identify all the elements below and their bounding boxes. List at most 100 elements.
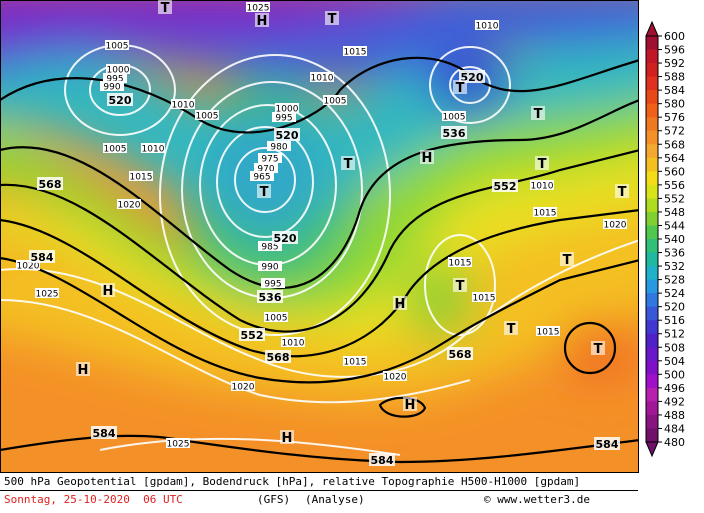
pressure-label-bg [103,143,127,153]
map-border [0,0,639,473]
pressure-label: 1010 [142,145,165,155]
geopotential-label: 568 [267,351,290,364]
colorbar-segment [646,49,658,64]
colorbar-label: 500 [664,368,685,381]
colorbar-label: 548 [664,206,685,219]
center-marker-bg [453,80,467,94]
pressure-label: 1010 [172,101,195,111]
pressure-label-bg [106,64,130,74]
pressure-label-bg [250,171,274,181]
center-marker-bg [101,283,115,297]
pressure-center: T [161,1,170,16]
pressure-label-bg [472,292,496,302]
center-marker-bg [615,184,629,198]
pressure-label: 995 [275,114,292,124]
pressure-label: 975 [261,155,278,165]
pressure-label-bg [103,73,127,83]
pressure-label: 1015 [537,328,560,338]
colorbar-segment [646,76,658,91]
pressure-label-bg [530,180,554,190]
colorbar-segment [646,171,658,186]
pressure-label-bg [195,110,219,120]
pressure-label-bg [258,153,282,163]
pressure-label-bg [141,143,165,153]
center-marker-bg [158,0,172,14]
field [0,0,638,472]
pressure-label: 1025 [36,290,59,300]
pressure-label-bg [105,40,129,50]
colorbar-label: 600 [664,30,685,43]
colorbar-segment [646,266,658,281]
colorbar-segment [646,36,658,51]
geopotential-label-bg [257,290,283,303]
pressure-label-bg [533,207,557,217]
pressure-center: T [344,157,353,172]
colorbar-label: 516 [664,314,685,327]
colorbar-label: 560 [664,165,685,178]
colorbar-segment [646,184,658,199]
colorbar-segment [646,211,658,226]
colorbar-segment [646,414,658,429]
pressure-label-bg [343,46,367,56]
pressure-label: 1000 [276,105,299,115]
pressure-label: 1020 [17,262,40,272]
geopotential-label-bg [447,347,473,360]
pressure-center: H [405,398,416,413]
pressure-center: H [78,363,89,378]
pressure-label-bg [343,356,367,366]
geopotential-label: 584 [371,454,394,467]
pressure-label: 1015 [344,358,367,368]
pressure-center: T [594,342,603,357]
pressure-label: 1025 [167,440,190,450]
pressure-label-bg [35,288,59,298]
geopotential-label-bg [369,453,395,466]
isobars [0,44,638,456]
colorbar-label: 568 [664,138,685,151]
pressure-center: T [534,107,543,122]
pressure-label: 995 [264,280,281,290]
pressure-label: 1020 [604,221,627,231]
geopotential-label: 584 [93,427,116,440]
pressure-label: 1005 [104,145,127,155]
colorbar-segment [646,347,658,362]
colorbar-label: 496 [664,382,685,395]
footer-source: © www.wetter3.de [484,493,590,506]
pressure-label: 990 [261,263,278,273]
colorbar-label: 512 [664,328,685,341]
center-marker-bg [403,397,417,411]
geopotential-label: 568 [39,178,62,191]
pressure-label: 1025 [247,4,270,14]
colorbar-label: 532 [664,260,685,273]
geopotential-label-bg [265,350,291,363]
footer-model: (GFS) [257,493,291,506]
center-marker-bg [535,156,549,170]
center-marker-bg [280,430,294,444]
pressure-label-bg [246,2,270,12]
colorbar-label: 596 [664,44,685,57]
pressure-label: 985 [261,243,278,253]
pressure-label: 1010 [531,182,554,192]
center-marker-bg [591,341,605,355]
pressure-label: 1015 [534,209,557,219]
colorbar-label: 576 [664,111,685,124]
geopotential-label-bg [441,126,467,139]
colorbar-tip [645,441,659,458]
pressure-label-bg [264,312,288,322]
geopotential-label: 568 [449,348,472,361]
geopotential-label: 552 [494,180,517,193]
pressure-center: H [257,14,268,29]
pressure-label: 995 [106,75,123,85]
pressure-center: T [456,81,465,96]
center-marker-bg [257,184,271,198]
colorbar-segment [646,90,658,105]
geopotential-label: 584 [31,251,54,264]
geopotential-label-bg [274,128,300,141]
pressure-label: 1015 [449,259,472,269]
colorbar-label: 528 [664,274,685,287]
colorbar-segment [646,157,658,172]
geopotential-label: 520 [274,232,297,245]
center-marker-bg [560,252,574,266]
geopotential-label-bg [594,437,620,450]
pressure-label: 1005 [443,113,466,123]
geopotential-label-bg [91,426,117,439]
